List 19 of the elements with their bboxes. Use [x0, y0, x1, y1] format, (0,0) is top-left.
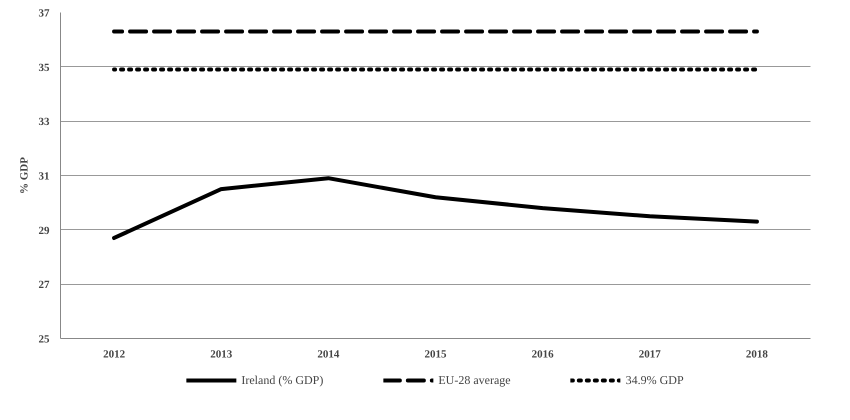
line-series — [112, 176, 759, 240]
y-tick-label: 27 — [38, 279, 50, 292]
y-tick-label: 25 — [38, 334, 50, 346]
x-tick-label: 2018 — [746, 348, 768, 360]
x-tick-label: 2015 — [424, 348, 447, 360]
x-tick-label: 2014 — [317, 348, 340, 360]
y-tick-label: 35 — [38, 62, 50, 74]
y-tick-label: 33 — [38, 116, 50, 128]
x-tick-label: 2013 — [210, 348, 233, 360]
x-tick-label: 2012 — [103, 348, 126, 360]
legend-label: 34.9% GDP — [626, 372, 684, 388]
legend-label: Ireland (% GDP) — [241, 372, 324, 388]
legend-label: EU-28 average — [438, 372, 511, 388]
y-tick-label: 31 — [38, 170, 50, 182]
y-tick-label: 29 — [38, 224, 50, 237]
x-tick-label: 2016 — [532, 348, 554, 360]
y-tick-label: 37 — [38, 8, 50, 20]
x-tick-label: 2017 — [638, 348, 662, 360]
y-axis-title: % GDP — [18, 156, 30, 194]
